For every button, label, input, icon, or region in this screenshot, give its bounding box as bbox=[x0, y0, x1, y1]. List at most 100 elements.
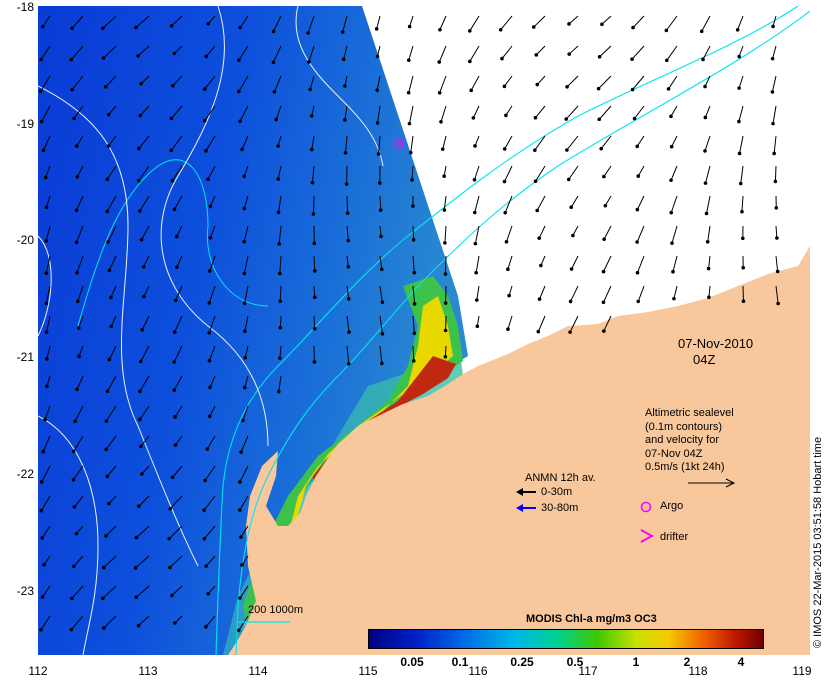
velocity-arrow bbox=[569, 315, 579, 333]
lat-tick: -21 bbox=[16, 350, 34, 364]
velocity-arrow bbox=[209, 375, 216, 388]
velocity-arrow bbox=[342, 15, 348, 33]
velocity-arrow-head bbox=[737, 54, 741, 59]
velocity-arrow bbox=[139, 375, 150, 392]
velocity-arrow-head bbox=[238, 25, 242, 30]
velocity-arrow-head bbox=[71, 449, 76, 454]
velocity-arrow-head bbox=[141, 265, 146, 269]
velocity-arrow bbox=[73, 465, 84, 481]
velocity-arrow-head bbox=[699, 29, 704, 34]
velocity-arrow-head bbox=[206, 21, 211, 26]
velocity-arrow bbox=[102, 15, 117, 29]
velocity-arrow-head bbox=[472, 210, 477, 215]
velocity-arrow bbox=[408, 105, 414, 124]
velocity-arrow-head bbox=[602, 329, 606, 333]
velocity-arrow-head bbox=[172, 207, 177, 212]
velocity-arrow-head bbox=[735, 28, 740, 32]
velocity-arrow-head bbox=[170, 593, 174, 598]
velocity-arrow-head bbox=[601, 300, 606, 305]
velocity-arrow bbox=[279, 255, 282, 274]
velocity-arrow bbox=[141, 315, 150, 330]
velocity-arrow bbox=[103, 555, 117, 568]
velocity-arrow-head bbox=[380, 331, 385, 336]
velocity-arrow-head bbox=[737, 151, 742, 156]
velocity-arrow bbox=[135, 555, 150, 569]
velocity-arrow bbox=[40, 615, 51, 631]
velocity-arrow bbox=[708, 285, 711, 298]
velocity-arrow bbox=[476, 285, 480, 301]
velocity-arrow-head bbox=[375, 54, 380, 59]
velocity-arrow-head bbox=[38, 89, 43, 94]
velocity-arrow bbox=[141, 225, 150, 240]
velocity-arrow bbox=[138, 135, 150, 149]
velocity-arrow bbox=[44, 405, 51, 420]
isobath-deep bbox=[77, 159, 269, 327]
velocity-arrow bbox=[472, 105, 480, 119]
velocity-arrow bbox=[568, 15, 579, 25]
velocity-arrow-head bbox=[133, 566, 138, 570]
velocity-arrow-head bbox=[44, 330, 49, 334]
velocity-arrow bbox=[566, 75, 579, 88]
sealevel-contour bbox=[160, 6, 269, 447]
velocity-arrow bbox=[572, 225, 579, 236]
velocity-arrow-head bbox=[41, 449, 45, 454]
velocity-arrow-head bbox=[240, 563, 244, 567]
velocity-arrow bbox=[73, 555, 84, 567]
anmn-legend-title: ANMN 12h av. bbox=[525, 472, 596, 484]
velocity-arrow bbox=[169, 495, 183, 509]
velocity-arrow-head bbox=[669, 178, 673, 183]
argo-legend-label: Argo bbox=[660, 500, 684, 512]
velocity-arrow bbox=[379, 345, 383, 364]
isobath-200m bbox=[235, 10, 810, 655]
velocity-arrow-head bbox=[74, 144, 79, 148]
velocity-arrow bbox=[172, 165, 183, 181]
velocity-arrow bbox=[136, 525, 150, 538]
velocity-arrow bbox=[408, 45, 414, 61]
velocity-arrow-head bbox=[346, 297, 351, 301]
velocity-arrow bbox=[535, 105, 546, 119]
velocity-arrow-head bbox=[75, 387, 79, 392]
date-label: 07-Nov-2010 bbox=[678, 336, 754, 351]
velocity-arrow bbox=[505, 105, 513, 116]
velocity-arrow-head bbox=[569, 205, 574, 210]
velocity-arrow-head bbox=[772, 151, 776, 156]
velocity-arrow bbox=[668, 75, 678, 90]
velocity-arrow-head bbox=[411, 237, 416, 242]
anmn-deep-label: 30-80m bbox=[541, 502, 579, 514]
velocity-arrow bbox=[772, 105, 777, 124]
velocity-arrow bbox=[602, 285, 612, 303]
velocity-arrow-head bbox=[170, 475, 175, 480]
velocity-arrow-head bbox=[173, 415, 177, 419]
velocity-arrow bbox=[568, 45, 579, 55]
velocity-arrow-head bbox=[475, 324, 480, 329]
velocity-arrow-head bbox=[602, 237, 606, 241]
velocity-arrow bbox=[209, 255, 216, 272]
velocity-arrow-head bbox=[104, 534, 108, 538]
velocity-arrow bbox=[565, 105, 579, 120]
velocity-arrow-head bbox=[502, 147, 507, 151]
velocity-arrow-head bbox=[471, 116, 476, 120]
anmn-shallow-arrow-icon bbox=[516, 488, 536, 496]
velocity-arrow bbox=[172, 75, 183, 87]
velocity-arrow bbox=[137, 45, 150, 57]
velocity-arrow-head bbox=[274, 117, 279, 122]
velocity-arrow-head bbox=[535, 208, 539, 213]
velocity-arrow-head bbox=[635, 240, 639, 244]
velocity-arrow bbox=[501, 45, 513, 59]
velocity-arrow-head bbox=[101, 626, 106, 630]
velocity-arrow-head bbox=[207, 358, 212, 363]
velocity-arrow-head bbox=[207, 269, 212, 273]
velocity-arrow-head bbox=[703, 149, 707, 153]
lon-tick: 112 bbox=[28, 664, 48, 678]
velocity-arrow bbox=[603, 315, 612, 332]
velocity-arrow-head bbox=[346, 238, 351, 243]
velocity-arrow-head bbox=[379, 234, 383, 239]
velocity-arrow bbox=[107, 375, 117, 392]
velocity-arrow bbox=[603, 165, 612, 177]
velocity-arrow bbox=[241, 135, 249, 150]
velocity-arrow-head bbox=[412, 302, 417, 306]
velocity-arrow-head bbox=[134, 25, 138, 30]
velocity-arrow-head bbox=[40, 536, 45, 540]
velocity-arrow bbox=[738, 105, 744, 122]
velocity-arrow-head bbox=[276, 144, 280, 148]
